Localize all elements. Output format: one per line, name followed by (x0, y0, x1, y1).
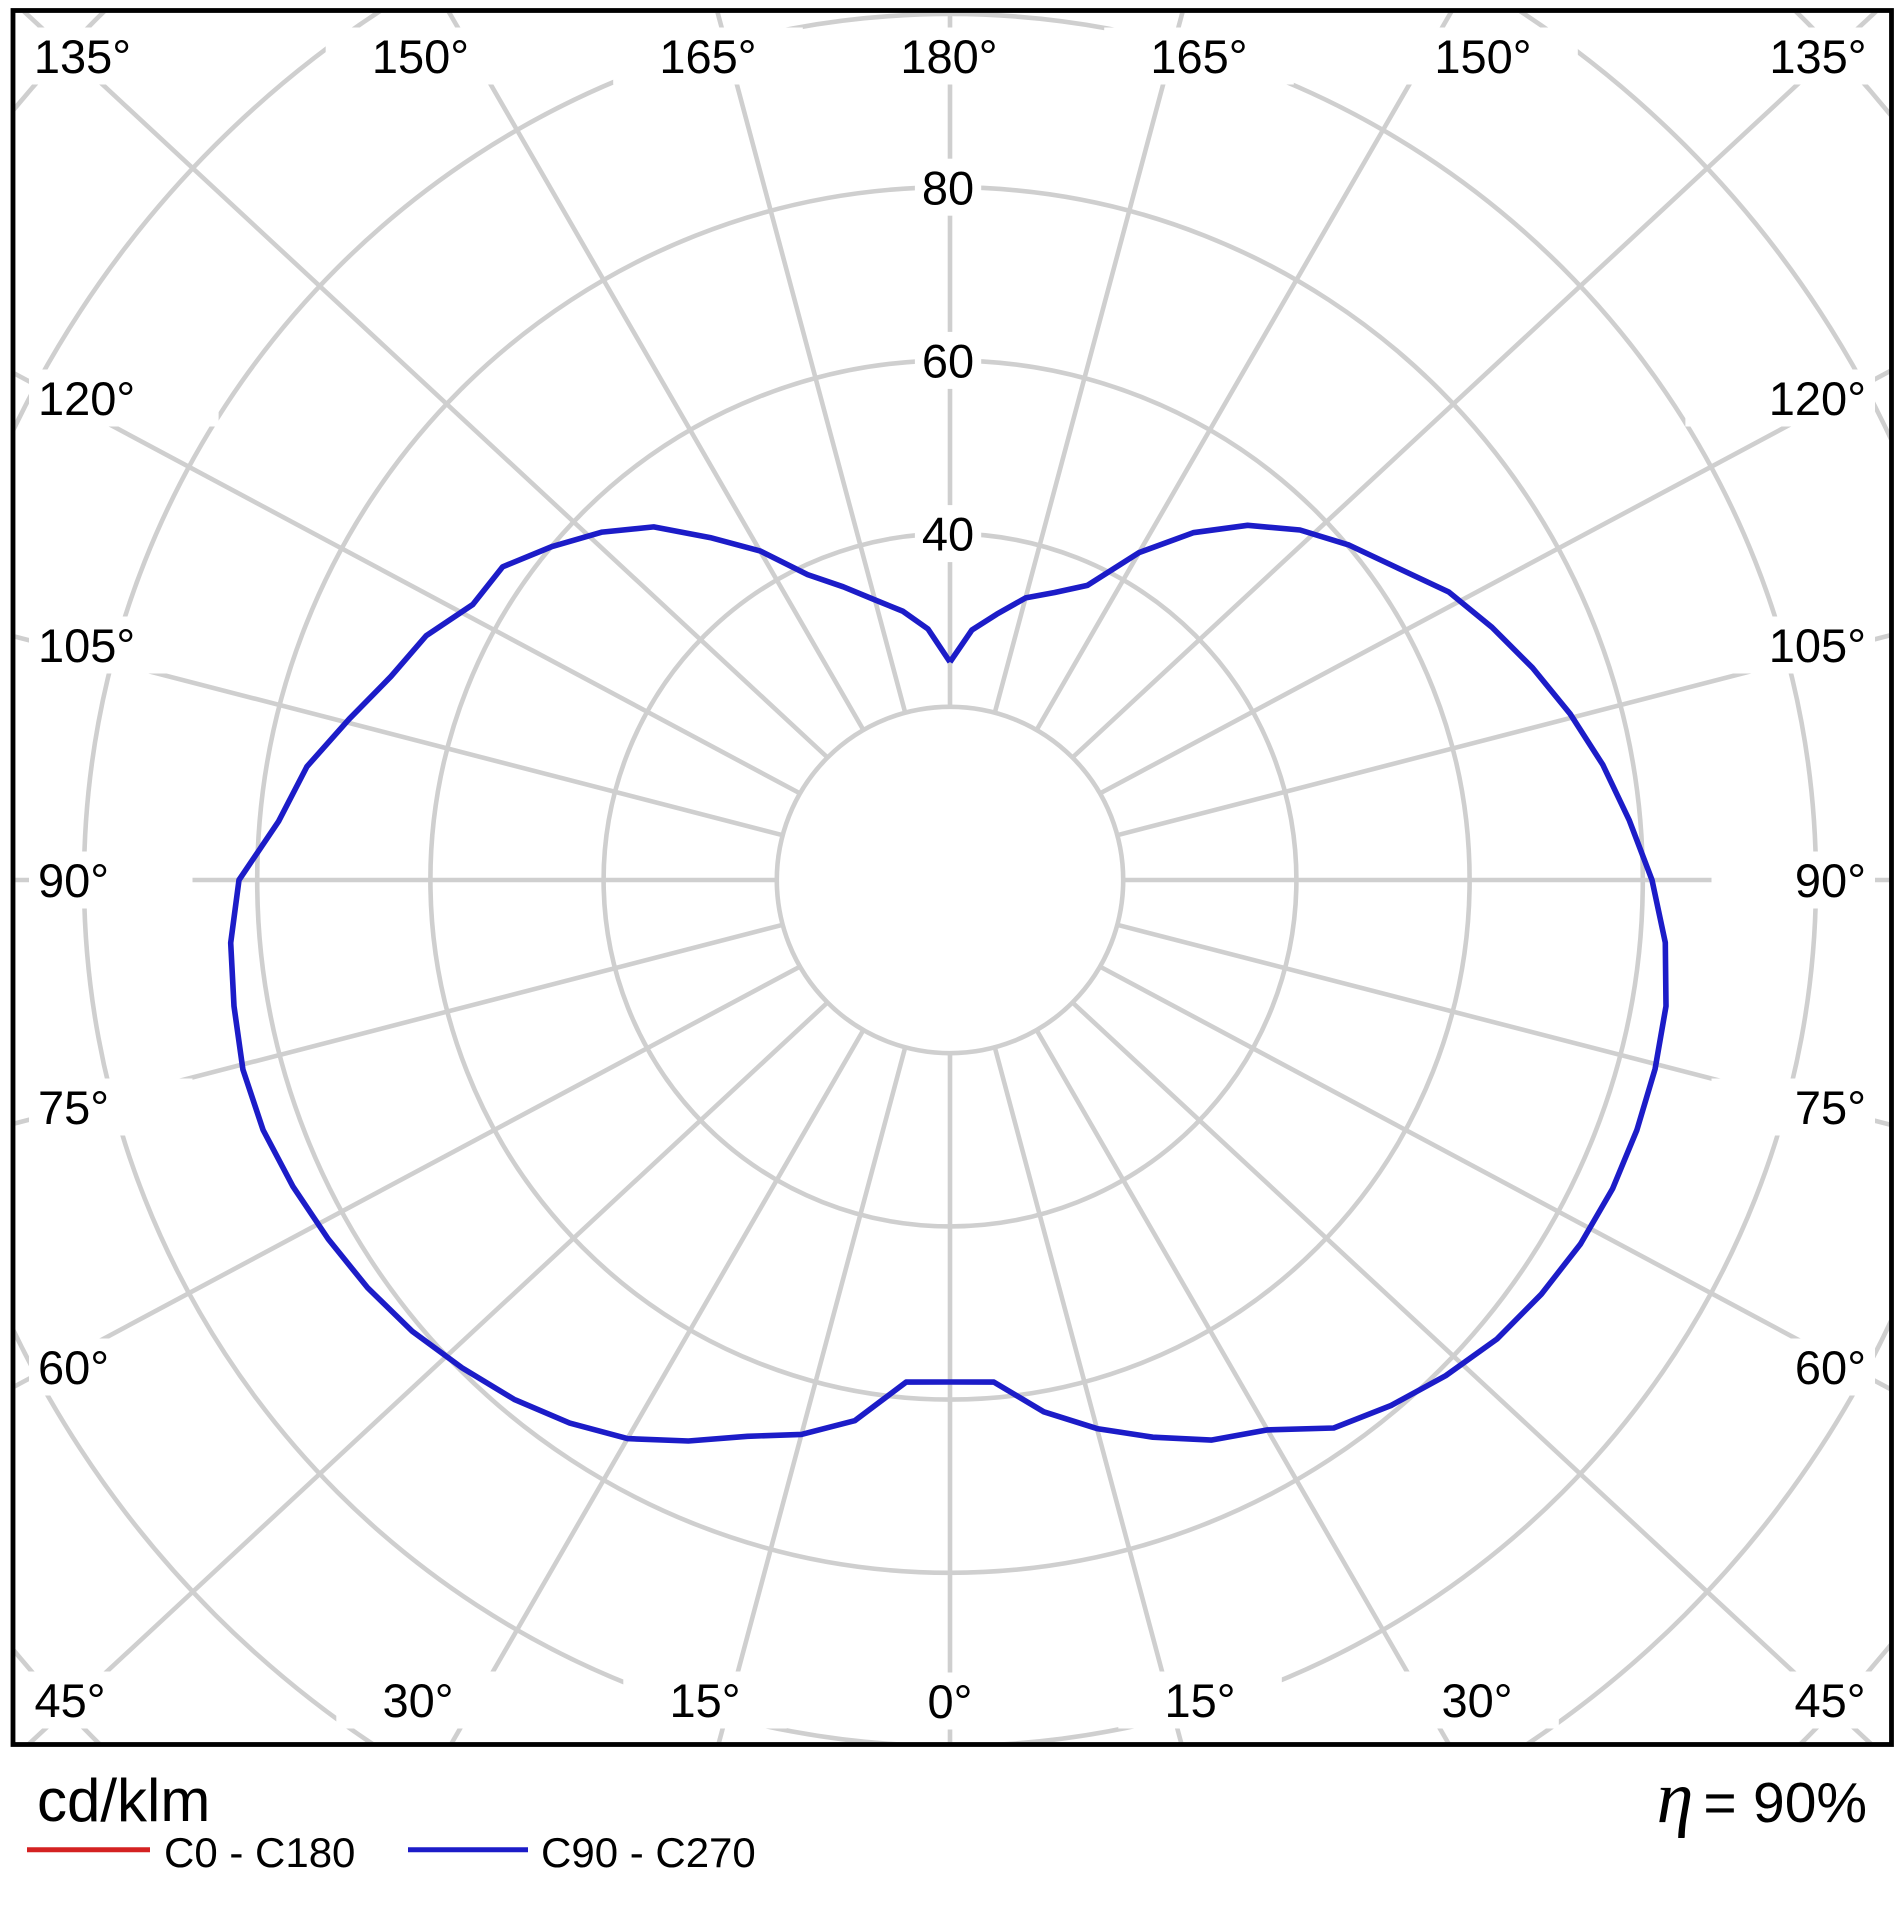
svg-text:30°: 30° (1441, 1674, 1512, 1727)
svg-text:90%: 90% (1753, 1771, 1867, 1835)
svg-text:180°: 180° (900, 30, 997, 83)
svg-text:40: 40 (922, 508, 974, 561)
svg-text:150°: 150° (372, 30, 469, 83)
svg-text:0°: 0° (928, 1675, 973, 1728)
svg-text:=: = (1703, 1771, 1736, 1835)
svg-text:60: 60 (922, 335, 974, 388)
svg-text:60°: 60° (38, 1341, 109, 1394)
svg-text:90°: 90° (1795, 854, 1866, 907)
svg-text:150°: 150° (1434, 30, 1531, 83)
svg-text:15°: 15° (1164, 1674, 1235, 1727)
svg-text:45°: 45° (34, 1674, 105, 1727)
svg-text:30°: 30° (382, 1674, 453, 1727)
svg-text:C0 - C180: C0 - C180 (164, 1829, 355, 1876)
svg-text:105°: 105° (38, 619, 135, 672)
svg-text:105°: 105° (1769, 619, 1866, 672)
svg-text:45°: 45° (1794, 1674, 1865, 1727)
svg-text:120°: 120° (1769, 372, 1866, 425)
svg-text:75°: 75° (1795, 1081, 1866, 1134)
svg-text:η: η (1657, 1757, 1694, 1839)
svg-text:135°: 135° (34, 30, 131, 83)
svg-text:135°: 135° (1769, 30, 1866, 83)
svg-text:75°: 75° (38, 1081, 109, 1134)
svg-text:80: 80 (922, 161, 974, 214)
svg-text:165°: 165° (1150, 30, 1247, 83)
svg-text:165°: 165° (659, 30, 756, 83)
svg-text:60°: 60° (1795, 1341, 1866, 1394)
svg-text:120°: 120° (38, 372, 135, 425)
svg-text:90°: 90° (38, 854, 109, 907)
svg-text:15°: 15° (669, 1674, 740, 1727)
svg-text:cd/klm: cd/klm (37, 1767, 210, 1834)
svg-text:C90 - C270: C90 - C270 (541, 1829, 756, 1876)
